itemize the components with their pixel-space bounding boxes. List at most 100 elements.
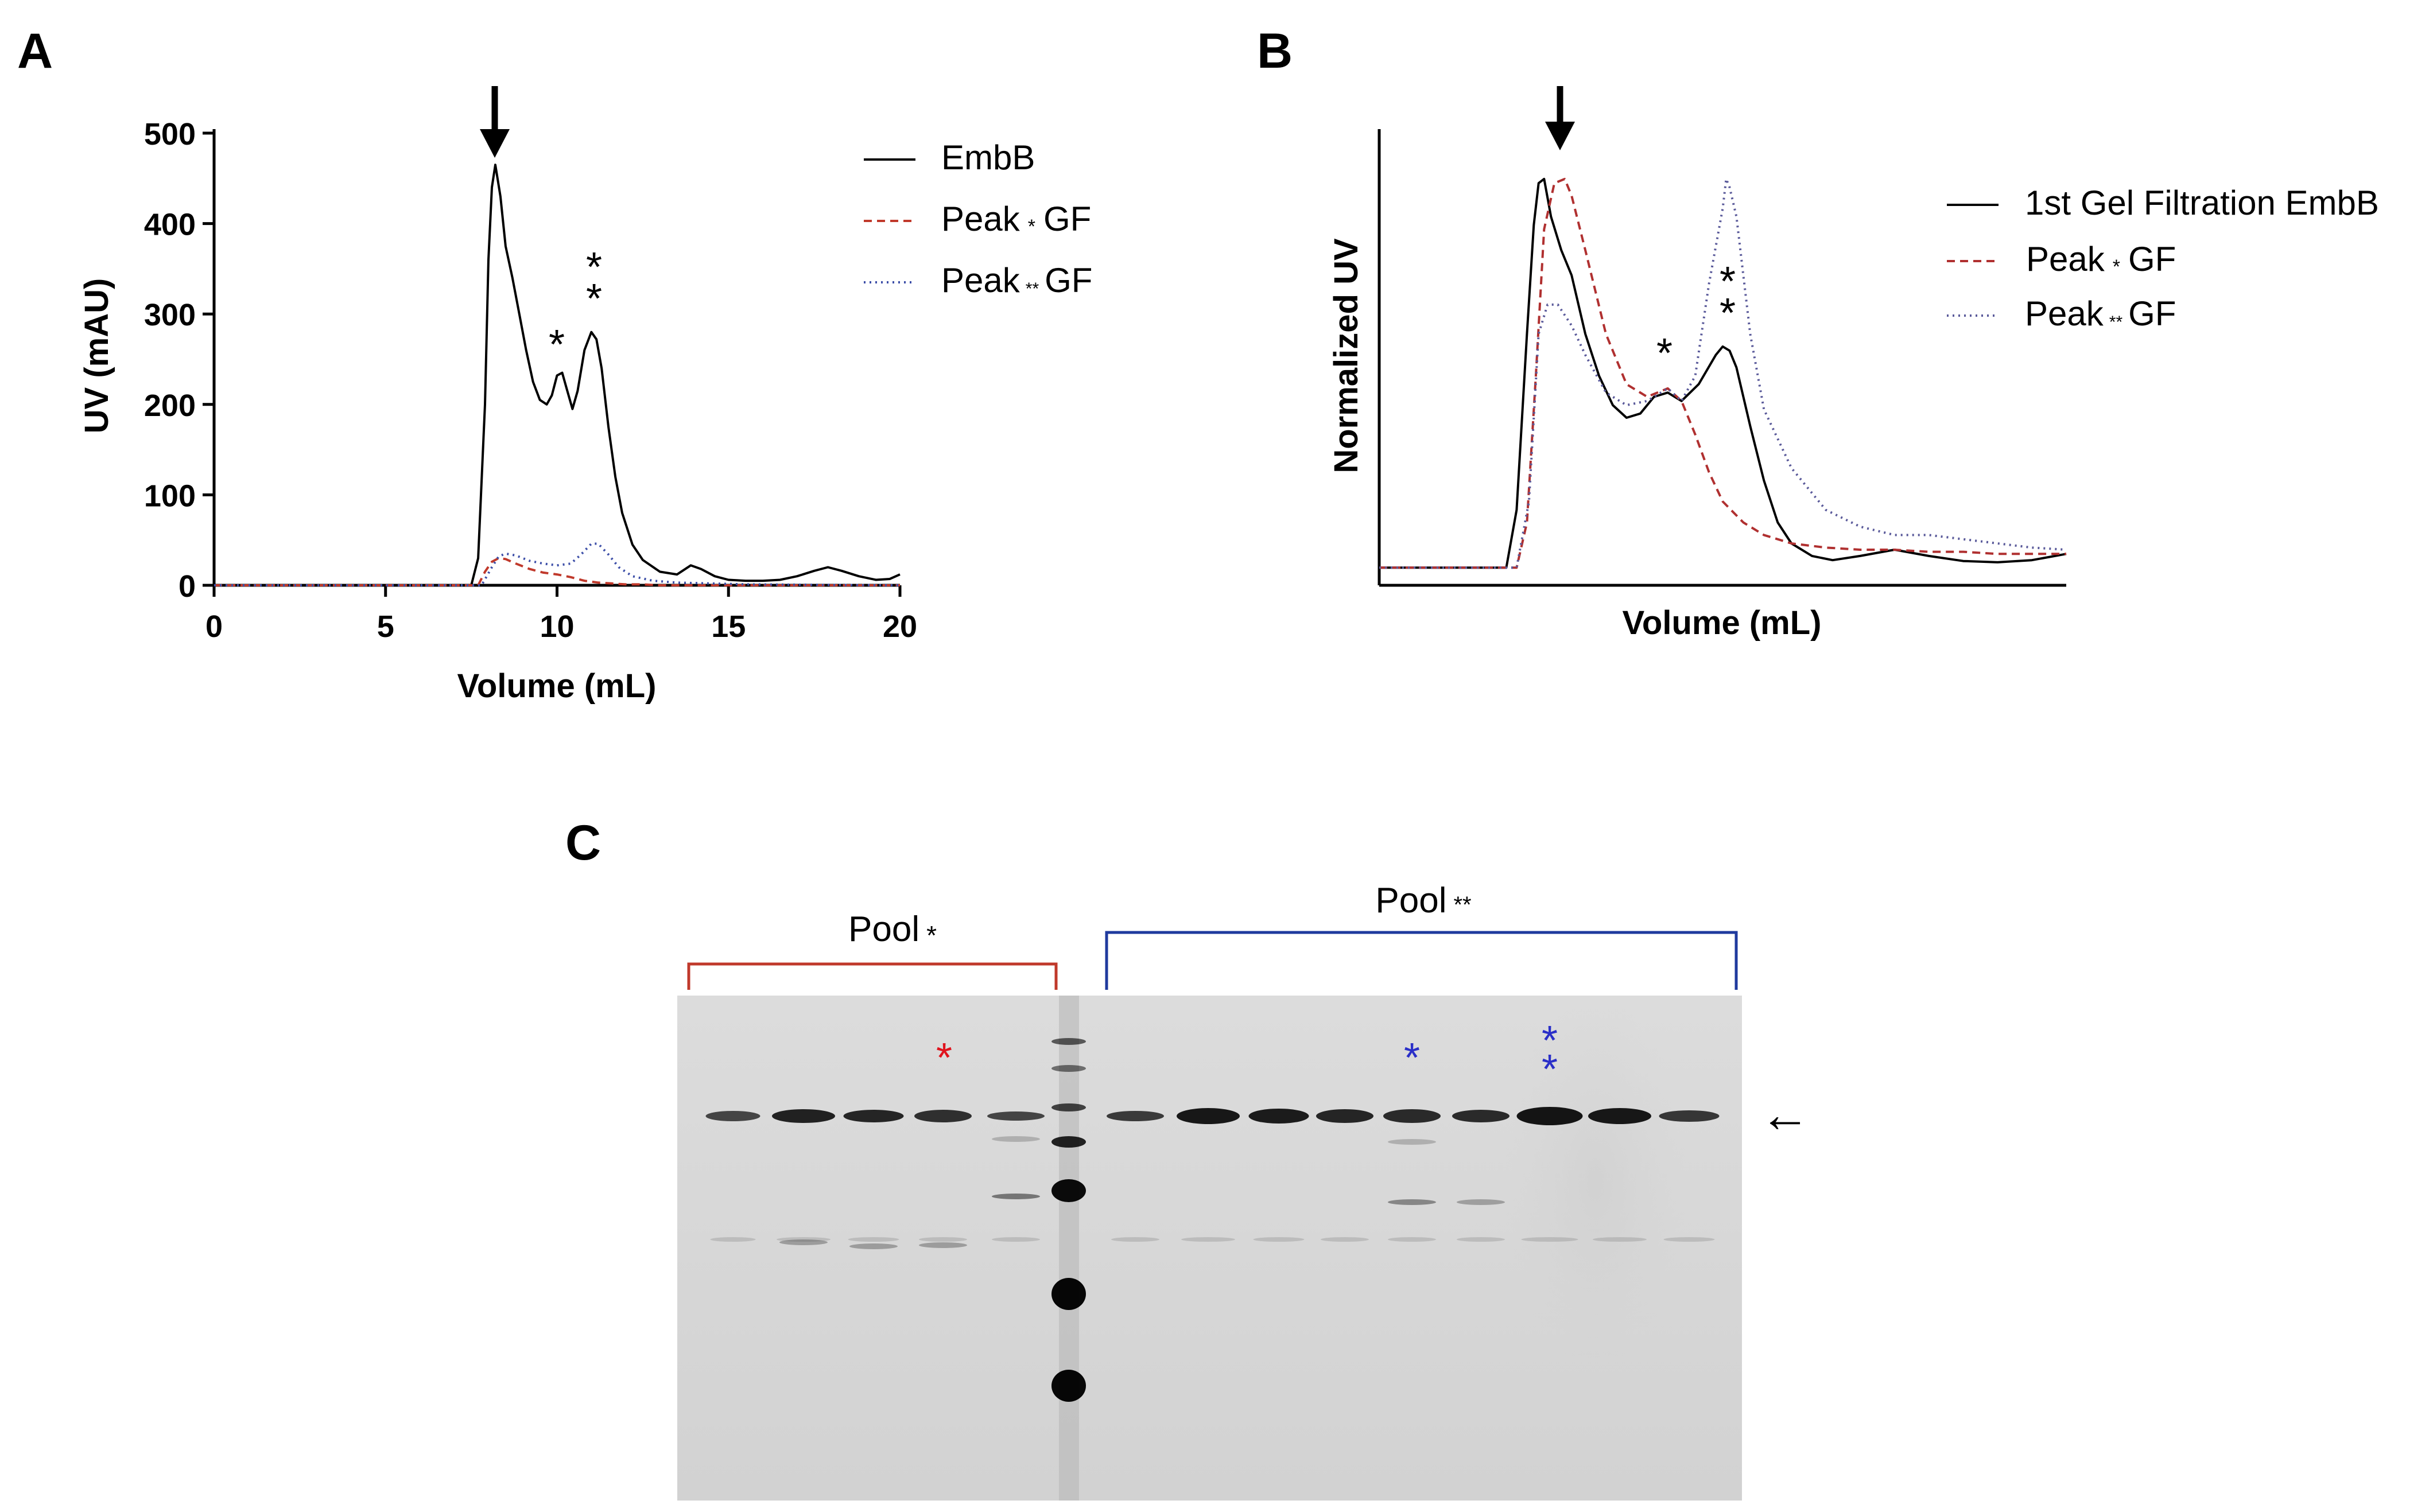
legend-b-peak-1-suffix: GF [2128,240,2176,278]
panel-b-letter: B [1257,24,1293,79]
gel-ladder-band [1051,1103,1086,1111]
gel-faint-band [848,1237,899,1242]
gel-minor-band [992,1194,1040,1199]
gel-faint-band [1457,1237,1505,1242]
chart-a-y-label: UV (mAU) [78,278,115,434]
gel-band [914,1110,972,1122]
pool-1-label: Pool * [848,909,937,950]
gel-ladder-band [1051,1065,1086,1072]
gel-ladder-band [1051,1370,1086,1402]
chart-a-series-line-1 [214,557,900,586]
gel-faint-band [777,1237,831,1242]
chart-a-y-tick-label: 500 [144,117,196,151]
gel-band-arrow: ← [1760,1086,1810,1142]
gel-band [1516,1107,1583,1125]
gel-minor-band [1388,1199,1436,1205]
chart-b-arrow-annotation [1545,86,1575,150]
gel-blue-double-star-bottom: * [1542,1047,1558,1093]
gel-ladder-lane [1059,996,1079,1501]
chart-a-x-tick-label: 20 [883,609,917,644]
gel-faint-band [1521,1237,1578,1242]
gel-faint-band [1253,1237,1305,1242]
legend-b-peak-2-suffix: GF [2128,294,2176,333]
pool-2-label-mark: ** [1453,892,1471,918]
chart-a-x-tick-label: 15 [711,609,746,644]
gel-ladder-band [1051,1038,1086,1045]
gel-band [1383,1109,1441,1123]
gel-band [1107,1111,1164,1121]
legend-b-label-peak-1: Peak * GF [2026,240,2176,278]
chart-a-x-tick-label: 10 [540,609,574,644]
chart-a-y-tick-label: 0 [179,569,196,604]
chart-b-series-line-2 [1379,177,2067,569]
gel-band [843,1110,904,1122]
chart-a-x-label: Volume (mL) [457,667,657,705]
chart-a-arrow-annotation [480,86,510,158]
gel-minor-band [919,1242,967,1248]
legend-a-peak-2-suffix: GF [1045,261,1092,300]
chart-b-double-star-annotation-top: * [1720,259,1736,305]
gel-blue-star: * [1404,1035,1420,1081]
gel-band [1248,1109,1309,1124]
legend-a-label-embb: EmbB [941,138,1035,177]
gel-faint-band [1663,1237,1715,1242]
gel-band [772,1109,835,1123]
gel-ladder-band [1051,1278,1086,1310]
gel-blue-double-star-top: * [1542,1018,1558,1064]
chart-b-series-line-1 [1379,177,2066,569]
gel-minor-band [992,1136,1040,1142]
chart-a-y-tick-label: 300 [144,298,196,332]
chart-a-x-tick-label: 0 [205,609,223,644]
gel-ladder-band [1051,1179,1086,1202]
legend-a-peak-1-prefix: Peak [941,200,1020,238]
pool-2-label: Pool ** [1375,881,1471,920]
chart-a-series-line-0 [214,164,901,586]
gel-faint-band [1181,1237,1235,1242]
gel-ladder-band [1051,1136,1086,1148]
gel-faint-band [710,1237,756,1242]
legend-a-peak-1-mark: * [1028,216,1035,238]
chart-b-double-star-annotation-bottom: * [1720,290,1736,336]
legend-b-peak-1-mark: * [2113,256,2120,278]
legend-a-peak-2-mark: ** [1026,279,1039,298]
panel-c-letter: C [565,815,602,870]
panel-a-letter: A [17,24,53,79]
gel-band [1177,1108,1240,1124]
pool-2-label-text: Pool [1375,881,1446,920]
gel-faint-band [1593,1237,1647,1242]
pool-1-label-text: Pool [848,909,919,949]
gel-panel: Pool * Pool ** * * * * ← [677,881,1810,1501]
chart-a-double-star-annotation-top: * [586,244,602,290]
gel-faint-band [919,1237,967,1242]
gel-faint-band [1321,1237,1369,1242]
gel-band [1316,1109,1373,1123]
chart-a-double-star-annotation-bottom: * [586,276,602,322]
chart-a-y-tick-label: 400 [144,208,196,242]
gel-smear [1504,998,1687,1366]
gel-band [1659,1110,1720,1122]
gel-faint-band [992,1237,1040,1242]
gel-band [987,1111,1045,1121]
gel-band [705,1111,760,1121]
legend-a-label-peak-2: Peak ** GF [941,261,1092,300]
chart-b-x-label: Volume (mL) [1623,604,1822,642]
chart-a-x-tick-label: 5 [377,609,394,644]
gel-faint-band [1388,1237,1436,1242]
gel-band [1588,1108,1651,1124]
chart-b-star-annotation: * [1656,331,1673,376]
legend-b-peak-2-prefix: Peak [2025,294,2104,333]
legend-b-label-embb: 1st Gel Filtration EmbB [2025,184,2379,222]
chart-a-series-line-2 [214,542,901,586]
chart-a-star-annotation: * [549,322,565,368]
legend-b-peak-2-mark: ** [2109,313,2123,332]
pool-2-bracket [1105,931,1738,990]
legend-b-peak-1-prefix: Peak [2026,240,2105,278]
chart-a-y-tick-label: 200 [144,388,196,423]
chart-b-series-line-0 [1379,177,2067,569]
legend-b-label-peak-2: Peak ** GF [2025,294,2176,333]
legend-a-peak-1-suffix: GF [1043,200,1091,238]
chart-b-legend: 1st Gel Filtration EmbB Peak * GF Peak ** GF [1947,184,2379,333]
chart-a: 0 100 200 300 400 500 0 5 10 15 20 Volume (mL) UV… [78,86,1092,705]
gel-minor-band [1388,1139,1436,1145]
